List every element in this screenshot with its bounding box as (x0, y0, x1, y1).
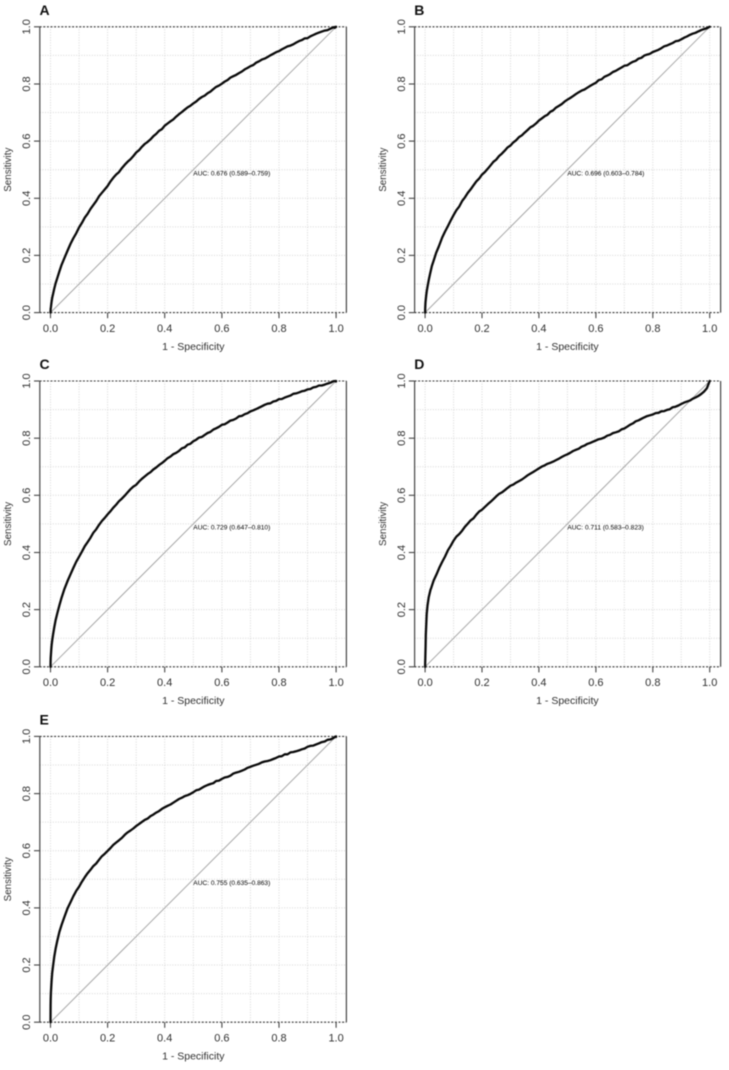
svg-text:0.4: 0.4 (396, 545, 408, 560)
svg-text:1.0: 1.0 (396, 19, 408, 34)
svg-text:0.2: 0.2 (21, 248, 33, 263)
svg-text:0.4: 0.4 (531, 323, 546, 335)
svg-text:1.0: 1.0 (328, 323, 343, 335)
svg-text:AUC: 0.755 (0.635–0.863): AUC: 0.755 (0.635–0.863) (193, 880, 270, 887)
svg-text:0.0: 0.0 (43, 1033, 58, 1045)
svg-text:0.2: 0.2 (21, 957, 33, 972)
svg-text:Sensitivity: Sensitivity (3, 502, 14, 546)
svg-text:1 - Specificity: 1 - Specificity (536, 341, 599, 353)
svg-text:0.6: 0.6 (588, 323, 603, 335)
svg-text:1.0: 1.0 (21, 19, 33, 34)
svg-text:0.0: 0.0 (396, 659, 408, 674)
svg-text:0.6: 0.6 (214, 1033, 229, 1045)
svg-text:D: D (414, 356, 424, 372)
svg-text:1.0: 1.0 (21, 373, 33, 388)
svg-text:0.0: 0.0 (43, 323, 58, 335)
svg-text:1.0: 1.0 (396, 373, 408, 388)
svg-text:0.2: 0.2 (396, 602, 408, 617)
svg-text:AUC: 0.696 (0.603–0.784): AUC: 0.696 (0.603–0.784) (567, 171, 644, 178)
svg-text:B: B (414, 2, 424, 18)
svg-text:0.0: 0.0 (43, 677, 58, 689)
svg-text:Sensitivity: Sensitivity (3, 148, 14, 192)
svg-text:0.4: 0.4 (157, 1033, 172, 1045)
svg-text:1.0: 1.0 (328, 1033, 343, 1045)
svg-text:0.4: 0.4 (531, 677, 546, 689)
svg-text:1 - Specificity: 1 - Specificity (536, 695, 599, 707)
svg-text:0.8: 0.8 (21, 431, 33, 446)
svg-text:1 - Specificity: 1 - Specificity (162, 1051, 225, 1063)
svg-text:0.6: 0.6 (396, 488, 408, 503)
svg-text:0.6: 0.6 (588, 677, 603, 689)
svg-text:0.4: 0.4 (157, 677, 172, 689)
svg-text:0.2: 0.2 (21, 602, 33, 617)
svg-text:0.2: 0.2 (100, 323, 115, 335)
svg-text:0.6: 0.6 (21, 843, 33, 858)
svg-text:0.2: 0.2 (396, 248, 408, 263)
svg-text:0.8: 0.8 (21, 76, 33, 91)
svg-text:E: E (40, 711, 49, 727)
svg-text:0.2: 0.2 (100, 1033, 115, 1045)
svg-text:C: C (40, 356, 50, 372)
svg-text:0.6: 0.6 (21, 133, 33, 148)
svg-text:1.0: 1.0 (21, 729, 33, 744)
svg-text:0.4: 0.4 (21, 191, 33, 206)
svg-text:1.0: 1.0 (328, 677, 343, 689)
svg-text:0.4: 0.4 (21, 900, 33, 915)
svg-text:0.8: 0.8 (271, 323, 286, 335)
svg-text:0.8: 0.8 (271, 1033, 286, 1045)
svg-text:0.8: 0.8 (271, 677, 286, 689)
svg-text:0.8: 0.8 (396, 431, 408, 446)
svg-text:0.2: 0.2 (474, 677, 489, 689)
svg-text:1 - Specificity: 1 - Specificity (162, 695, 225, 707)
svg-text:0.4: 0.4 (157, 323, 172, 335)
svg-text:Sensitivity: Sensitivity (378, 148, 389, 192)
svg-text:0.0: 0.0 (21, 1015, 33, 1030)
svg-text:0.6: 0.6 (214, 677, 229, 689)
svg-text:0.0: 0.0 (21, 305, 33, 320)
svg-text:0.2: 0.2 (100, 677, 115, 689)
svg-text:0.6: 0.6 (21, 488, 33, 503)
svg-text:0.8: 0.8 (396, 76, 408, 91)
svg-text:0.0: 0.0 (21, 659, 33, 674)
svg-text:1.0: 1.0 (702, 323, 717, 335)
svg-text:A: A (40, 2, 50, 18)
svg-text:1 - Specificity: 1 - Specificity (162, 341, 225, 353)
svg-text:0.6: 0.6 (214, 323, 229, 335)
svg-text:0.4: 0.4 (396, 191, 408, 206)
svg-text:0.0: 0.0 (396, 305, 408, 320)
svg-text:0.0: 0.0 (417, 677, 432, 689)
svg-text:0.2: 0.2 (474, 323, 489, 335)
svg-text:0.0: 0.0 (417, 323, 432, 335)
svg-text:Sensitivity: Sensitivity (3, 857, 14, 901)
svg-text:0.6: 0.6 (396, 133, 408, 148)
svg-text:0.8: 0.8 (645, 323, 660, 335)
svg-text:0.8: 0.8 (645, 677, 660, 689)
svg-text:Sensitivity: Sensitivity (378, 502, 389, 546)
svg-text:AUC: 0.676 (0.589–0.759): AUC: 0.676 (0.589–0.759) (193, 171, 270, 178)
svg-text:AUC: 0.729 (0.647–0.810): AUC: 0.729 (0.647–0.810) (193, 525, 270, 532)
svg-text:AUC: 0.711 (0.583–0.823): AUC: 0.711 (0.583–0.823) (567, 525, 644, 532)
svg-text:0.8: 0.8 (21, 786, 33, 801)
svg-text:1.0: 1.0 (702, 677, 717, 689)
svg-text:0.4: 0.4 (21, 545, 33, 560)
